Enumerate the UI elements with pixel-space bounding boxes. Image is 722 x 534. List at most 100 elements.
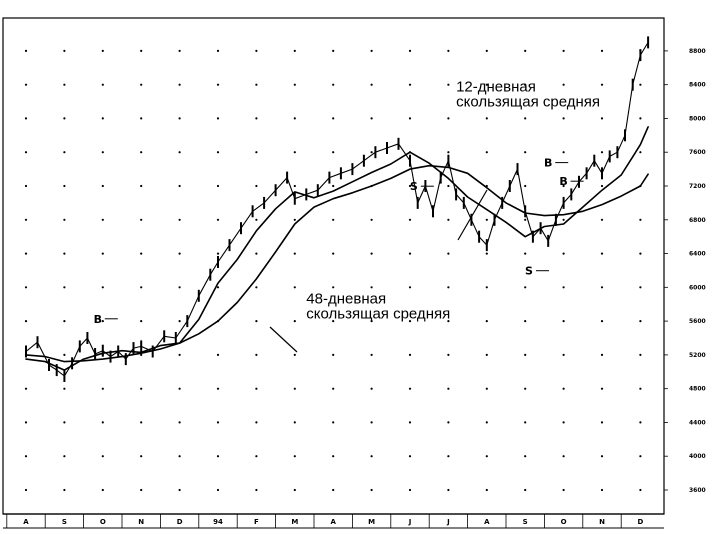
- grid-dot: [140, 252, 143, 255]
- grid-dot: [216, 117, 220, 120]
- grid-dot: [178, 184, 181, 188]
- grid-dot: [255, 83, 258, 86]
- grid-dot: [332, 151, 335, 154]
- grid-dot: [408, 83, 412, 86]
- grid-dot: [370, 286, 373, 289]
- y-tick-label: 6400: [689, 251, 706, 258]
- y-tick-label: 8000: [689, 115, 706, 122]
- grid-dot: [485, 252, 488, 255]
- grid-dot: [485, 455, 488, 458]
- grid-dot: [408, 353, 412, 356]
- grid-dot: [332, 117, 335, 120]
- grid-dot: [293, 184, 296, 188]
- grid-dot: [600, 151, 604, 154]
- ma12-series-line: [25, 126, 649, 371]
- grid-dot: [562, 286, 565, 289]
- grid-dot: [293, 286, 296, 289]
- grid-dot: [24, 488, 28, 492]
- grid-dot: [524, 218, 527, 221]
- grid-dot: [485, 83, 488, 86]
- grid-dot: [216, 49, 220, 53]
- grid-dot: [140, 353, 143, 356]
- grid-dot: [408, 488, 412, 492]
- ma48-series-line: [25, 164, 649, 363]
- grid-dot: [639, 151, 642, 154]
- grid-dot: [447, 184, 450, 188]
- x-tick-label: N: [599, 518, 605, 526]
- grid-dot: [178, 320, 181, 323]
- grid-dot: [600, 83, 604, 86]
- grid-dot: [216, 151, 220, 154]
- grid-dot: [408, 49, 412, 53]
- grid-dot: [524, 353, 527, 356]
- grid-dot: [24, 387, 28, 390]
- grid-dot: [485, 353, 488, 356]
- grid-dot: [101, 421, 104, 424]
- grid-dot: [24, 455, 28, 458]
- grid-dot: [140, 49, 143, 53]
- grid-dot: [562, 83, 565, 86]
- grid-dot: [600, 117, 604, 120]
- grid-dot: [332, 286, 335, 289]
- grid-dot: [639, 83, 642, 86]
- grid-dot: [178, 117, 181, 120]
- plot-frame: [2, 17, 665, 515]
- x-tick-label: J: [446, 518, 450, 526]
- grid-dot: [524, 252, 527, 255]
- x-tick-label: O: [561, 518, 567, 526]
- grid-dot: [24, 286, 28, 289]
- grid-dot: [255, 488, 258, 492]
- grid-dot: [524, 455, 527, 458]
- grid-dot: [447, 387, 450, 390]
- grid-dot: [485, 286, 488, 289]
- x-tick-label: A: [484, 518, 490, 526]
- grid-dot: [447, 151, 450, 154]
- x-tick-label: 94: [213, 518, 223, 526]
- grid-dot: [600, 184, 604, 188]
- grid-dot: [63, 252, 66, 255]
- grid-dot: [101, 49, 104, 53]
- grid-dot: [216, 488, 220, 492]
- grid-dot: [101, 252, 104, 255]
- grid-dot: [178, 83, 181, 86]
- grid-dot: [447, 252, 450, 255]
- annotation-label: 12-дневная: [456, 78, 536, 95]
- grid-dot: [600, 488, 604, 492]
- grid-dot: [600, 387, 604, 390]
- grid-dot: [639, 387, 642, 390]
- grid-dot: [332, 218, 335, 221]
- grid-dot: [600, 252, 604, 255]
- grid-dot: [101, 387, 104, 390]
- x-tick-label: F: [254, 518, 259, 526]
- grid-dot: [101, 117, 104, 120]
- grid-dot: [524, 49, 527, 53]
- y-tick-label: 5600: [689, 318, 706, 325]
- grid-dot: [140, 286, 143, 289]
- grid-dot: [408, 387, 412, 390]
- grid-dot: [24, 49, 28, 53]
- annotation-label: 48-дневная: [306, 290, 386, 307]
- grid-dot: [216, 387, 220, 390]
- grid-dot: [485, 151, 488, 154]
- annotation-label: скользящая средняя: [456, 94, 600, 111]
- grid-dot: [24, 184, 28, 188]
- grid-dot: [255, 218, 258, 221]
- grid-dot: [24, 320, 28, 323]
- grid-dot: [408, 252, 412, 255]
- grid-dot: [101, 320, 104, 323]
- grid-dot: [639, 286, 642, 289]
- grid-dot: [255, 49, 258, 53]
- grid-dot: [370, 387, 373, 390]
- x-tick-label: J: [408, 518, 412, 526]
- grid-dot: [178, 353, 181, 356]
- grid-dot: [140, 151, 143, 154]
- grid-dot: [140, 421, 143, 424]
- grid-dot: [63, 421, 66, 424]
- grid-dot: [562, 421, 565, 424]
- grid-dot: [178, 455, 181, 458]
- grid-dot: [408, 117, 412, 120]
- grid-dot: [370, 218, 373, 221]
- grid-dot: [447, 455, 450, 458]
